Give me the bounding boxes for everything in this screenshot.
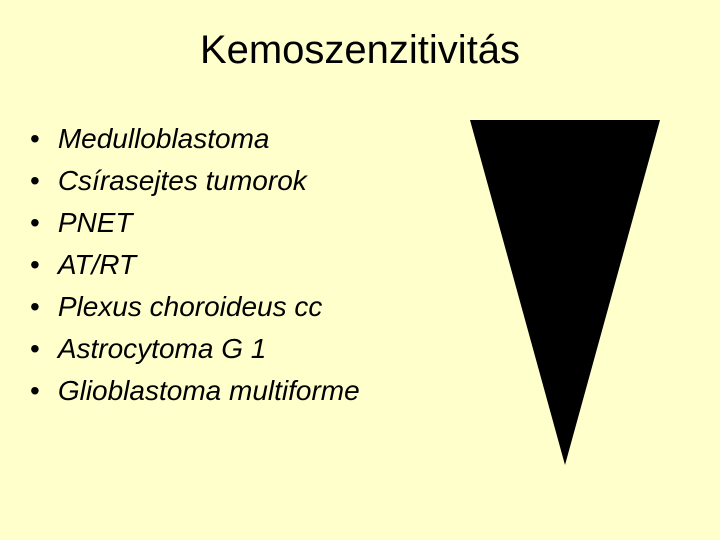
list-item: • Glioblastoma multiforme: [30, 375, 360, 407]
list-item: • Csírasejtes tumorok: [30, 165, 360, 197]
bullet-icon: •: [30, 293, 40, 321]
list-item-text: Csírasejtes tumorok: [58, 165, 307, 197]
list-item-text: Plexus choroideus cc: [58, 291, 323, 323]
bullet-icon: •: [30, 167, 40, 195]
bullet-icon: •: [30, 209, 40, 237]
bullet-icon: •: [30, 335, 40, 363]
list-item: • Medulloblastoma: [30, 123, 360, 155]
down-triangle-icon: [470, 120, 660, 465]
slide-title: Kemoszenzitivitás: [0, 0, 720, 93]
list-item: • AT/RT: [30, 249, 360, 281]
bullet-icon: •: [30, 125, 40, 153]
triangle-graphic: [470, 120, 660, 465]
list-item: • PNET: [30, 207, 360, 239]
list-item-text: Astrocytoma G 1: [58, 333, 267, 365]
list-item: • Astrocytoma G 1: [30, 333, 360, 365]
list-item-text: Glioblastoma multiforme: [58, 375, 360, 407]
list-item-text: AT/RT: [58, 249, 136, 281]
bullet-icon: •: [30, 251, 40, 279]
list-item-text: PNET: [58, 207, 133, 239]
bullet-icon: •: [30, 377, 40, 405]
item-list: • Medulloblastoma • Csírasejtes tumorok …: [30, 123, 360, 417]
list-item: • Plexus choroideus cc: [30, 291, 360, 323]
list-item-text: Medulloblastoma: [58, 123, 270, 155]
